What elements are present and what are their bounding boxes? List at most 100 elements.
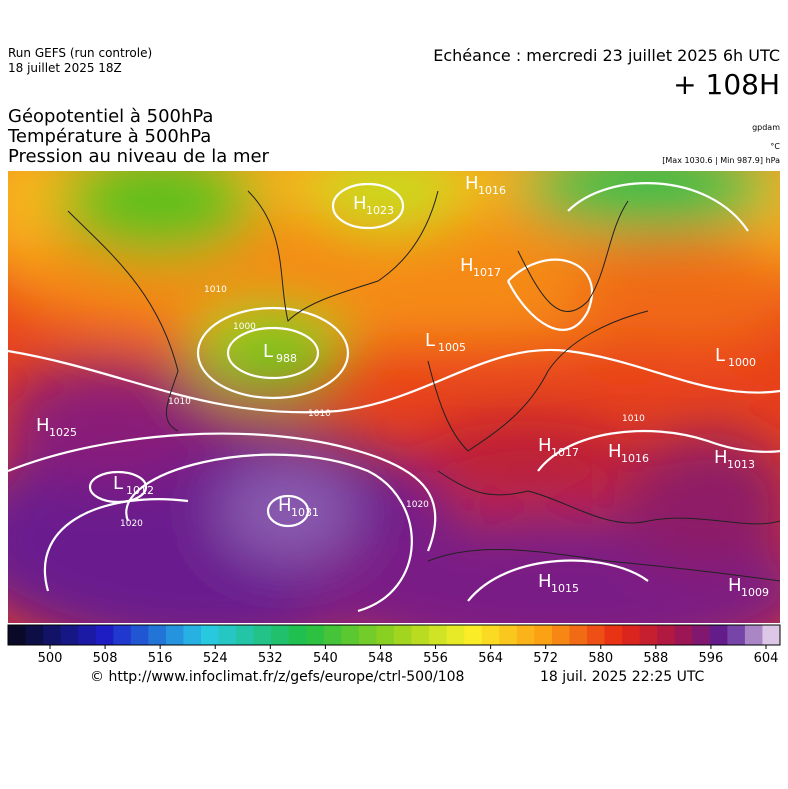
isobar-label: 1010 (308, 409, 331, 419)
color-swatch (201, 625, 220, 645)
generated: 18 juil. 2025 22:25 UTC (540, 669, 705, 685)
color-swatch (499, 625, 518, 645)
tick-label: 516 (148, 651, 173, 666)
isobar-label: 1000 (233, 322, 256, 332)
color-swatch (744, 625, 763, 645)
tick-label: 508 (93, 651, 118, 666)
tick-label: 596 (699, 651, 724, 666)
unit: °C (770, 142, 780, 151)
tick-label: 556 (423, 651, 448, 666)
center-value: 988 (276, 352, 297, 365)
valid-time: Echéance : mercredi 23 juillet 2025 6h U… (433, 46, 780, 65)
color-swatch (148, 625, 167, 645)
title: Géopotentiel à 500hPa (8, 106, 214, 127)
color-swatch (323, 625, 342, 645)
center-value: 1017 (551, 446, 579, 459)
colorbar: 500 508 516 524 532 540 548 556 564 572 580 588 596 6… (7, 624, 781, 666)
color-swatch (446, 625, 465, 645)
color-swatch (709, 625, 728, 645)
center-value: 1016 (478, 184, 506, 197)
color-swatch (253, 625, 272, 645)
color-swatch (657, 625, 676, 645)
color-swatch (692, 625, 711, 645)
coastlines (67, 190, 780, 582)
center-value: 1005 (438, 341, 466, 354)
source: © http://www.infoclimat.fr/z/gefs/europe… (90, 669, 465, 685)
color-swatch (113, 625, 132, 645)
center-letter: L (263, 341, 273, 362)
center-value: 1025 (49, 426, 77, 439)
field (8, 171, 780, 623)
center-letter: H (538, 571, 552, 592)
center-letter: H (714, 447, 728, 468)
color-swatch (183, 625, 202, 645)
color-swatch (8, 625, 27, 645)
tick-label: 604 (754, 651, 779, 666)
color-swatch (236, 625, 255, 645)
center-letter: L (113, 473, 123, 494)
color-swatch (762, 625, 781, 645)
center-letter: H (728, 575, 742, 596)
color-swatch (464, 625, 483, 645)
title: Pression au niveau de la mer (8, 146, 269, 167)
center-letter: H (36, 415, 50, 436)
center-value: 1009 (741, 586, 769, 599)
center-value: 1031 (291, 506, 319, 519)
color-swatch (358, 625, 377, 645)
center-letter: L (715, 345, 725, 366)
color-swatch (534, 625, 553, 645)
center-value: 1012 (126, 484, 154, 497)
color-swatch (727, 625, 746, 645)
run-label: Run GEFS (run controle) (8, 46, 153, 60)
tick-label: 532 (258, 651, 283, 666)
colorbar-frame (7, 624, 781, 646)
color-swatch (306, 625, 325, 645)
isobar-label: 1010 (168, 397, 191, 407)
color-swatch (587, 625, 606, 645)
center-value: 1000 (728, 356, 756, 369)
lead-time: + 108H (673, 68, 780, 101)
tick-label: 500 (38, 651, 63, 666)
center-letter: H (353, 193, 367, 214)
color-swatch (130, 625, 149, 645)
run-date: 18 juillet 2025 18Z (8, 61, 122, 75)
isobar-label: 1020 (406, 500, 429, 510)
center-value: 1016 (621, 452, 649, 465)
isobars (8, 182, 780, 613)
color-swatch (165, 625, 184, 645)
color-swatch (60, 625, 79, 645)
tick-label: 588 (643, 651, 668, 666)
tick-label: 580 (588, 651, 613, 666)
unit: [Max 1030.6 | Min 987.9] hPa (662, 156, 780, 165)
title: Température à 500hPa (8, 126, 212, 147)
tick-label: 564 (478, 651, 503, 666)
tick-label: 524 (203, 651, 228, 666)
color-swatch (569, 625, 588, 645)
isobar-label: 1010 (622, 414, 645, 424)
color-swatch (78, 625, 97, 645)
tick-label: 540 (313, 651, 338, 666)
center-value: 1013 (727, 458, 755, 471)
isobar-label: 1010 (204, 285, 227, 295)
center-letter: H (538, 435, 552, 456)
unit: gpdam (752, 123, 780, 132)
center-value: 1017 (473, 266, 501, 279)
color-swatch (271, 625, 290, 645)
color-swatch (43, 625, 62, 645)
color-swatch (481, 625, 500, 645)
color-swatch (341, 625, 360, 645)
center-letter: H (608, 441, 622, 462)
color-swatch (411, 625, 430, 645)
color-swatch (622, 625, 641, 645)
color-swatch (376, 625, 395, 645)
color-swatch (639, 625, 658, 645)
color-swatch (674, 625, 693, 645)
tick-label: 548 (368, 651, 393, 666)
color-swatch (95, 625, 114, 645)
center-letter: H (460, 255, 474, 276)
tick-label: 572 (533, 651, 558, 666)
color-swatch (429, 625, 448, 645)
isobar-label: 1020 (120, 519, 143, 529)
